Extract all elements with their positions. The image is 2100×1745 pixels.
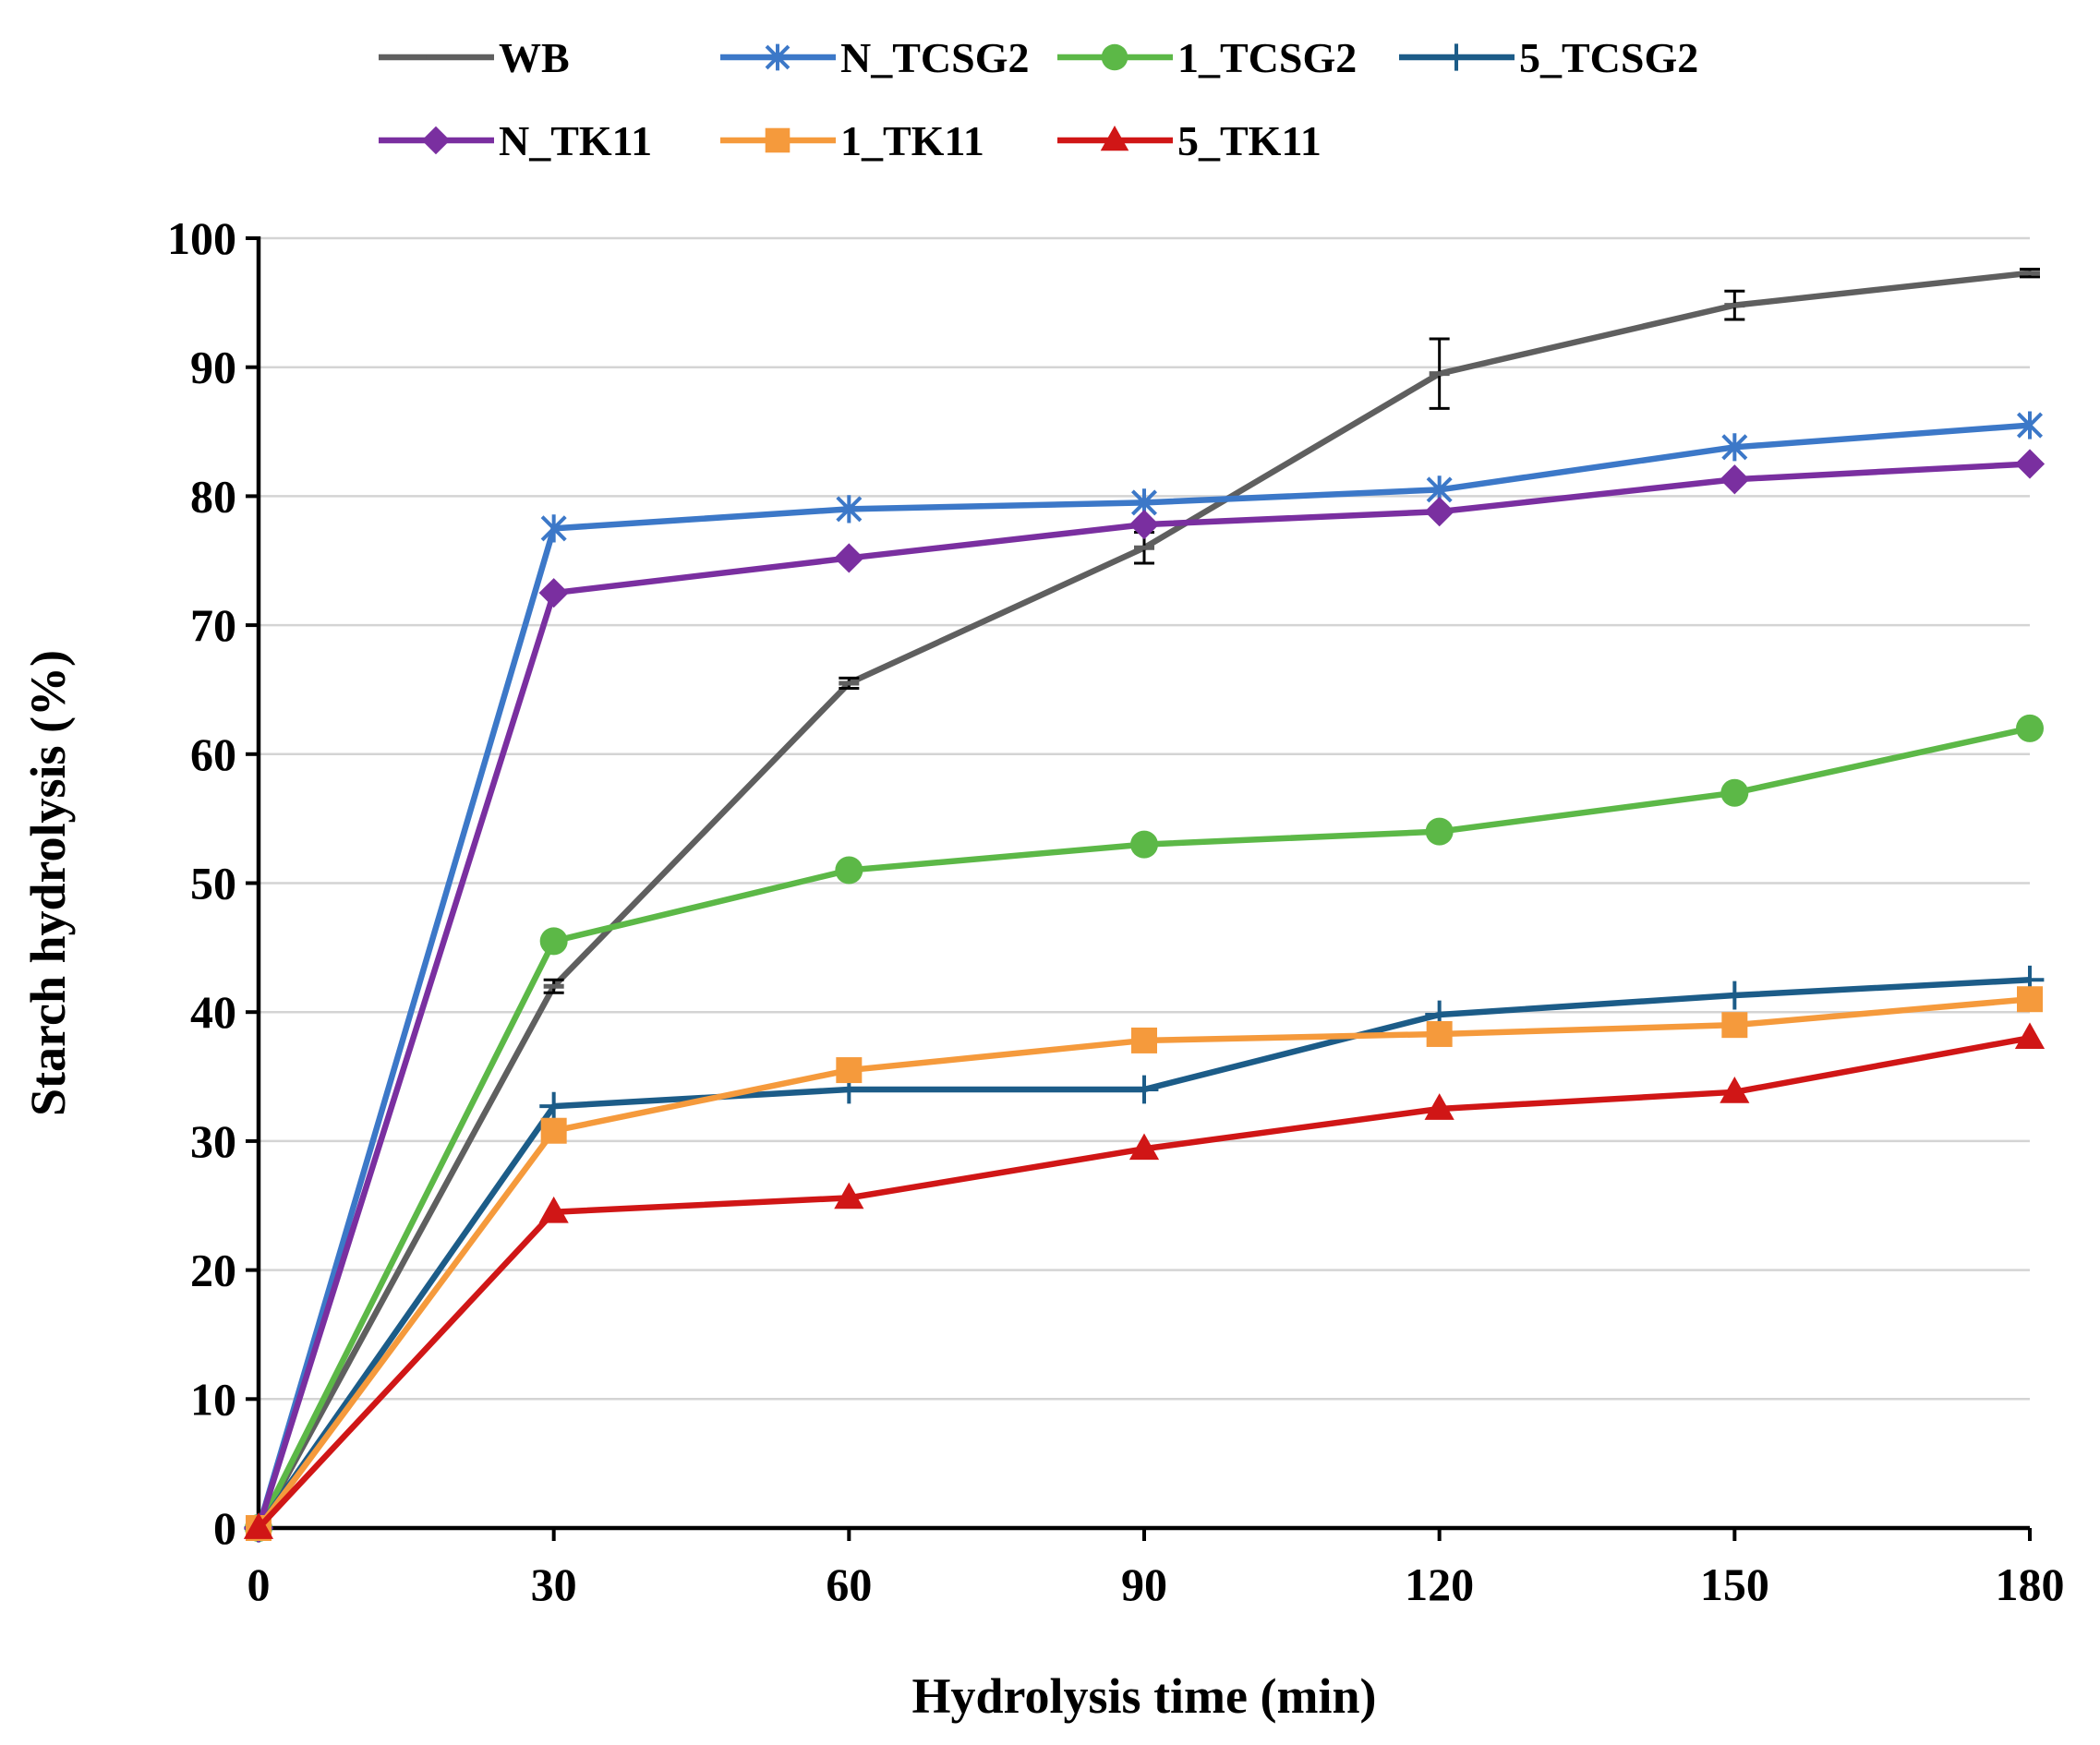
- x-tick-label-90: 90: [1121, 1558, 1167, 1610]
- data-point-1_TK11-120: [1426, 1020, 1453, 1047]
- data-point-1_TK11-60: [836, 1057, 863, 1084]
- y-tick-label-20: 20: [190, 1245, 236, 1296]
- data-point-1_TCSG2-150: [1720, 778, 1749, 807]
- series-line-WB: [256, 270, 2031, 1530]
- y-tick-label-100: 100: [167, 212, 236, 264]
- series-line-5_TK11: [256, 1034, 2031, 1531]
- y-axis-title: Starch hydrolysis (%): [20, 650, 76, 1116]
- data-point-N_TCSG2-150: [1721, 433, 1748, 462]
- data-point-5_TCSG2-90: [1129, 1075, 1159, 1104]
- tick-labels: 0 10 20 30 40 50 60 70 80 90 100 0 30 60 90 120 150 180: [167, 212, 2065, 1610]
- legend-label-1_TCSG2: 1_TCSG2: [1177, 34, 1357, 81]
- series-5_TK11: [243, 1022, 2046, 1539]
- data-point-1_TCSG2-90: [1130, 830, 1158, 859]
- data-point-5_TCSG2-150: [1720, 981, 1749, 1010]
- data-point-N_TK11-90: [1128, 510, 1160, 540]
- x-tick-label-30: 30: [531, 1558, 577, 1610]
- data-point-5_TK11-90: [1128, 1133, 1160, 1161]
- legend-entry-5_TK11: 5_TK11: [1057, 117, 1322, 164]
- legend-label-1_TK11: 1_TK11: [840, 117, 984, 164]
- data-point-5_TK11-60: [834, 1182, 864, 1209]
- legend-label-5_TK11: 5_TK11: [1177, 117, 1322, 164]
- x-tick-label-0: 0: [247, 1558, 271, 1610]
- data-point-N_TK11-30: [538, 578, 569, 608]
- data-point-N_TCSG2-30: [540, 514, 567, 543]
- x-tick-label-180: 180: [1996, 1558, 2065, 1610]
- legend-label-WB: WB: [499, 34, 570, 81]
- x-tick-label-120: 120: [1405, 1558, 1474, 1610]
- x-tick-label-60: 60: [826, 1558, 872, 1610]
- data-point-1_TCSG2-180: [2016, 714, 2044, 742]
- data-point-N_TK11-180: [2014, 449, 2046, 479]
- legend-entry-5_TCSG2: 5_TCSG2: [1399, 34, 1698, 81]
- series-1_TCSG2: [245, 714, 2044, 1542]
- legend-label-5_TCSG2: 5_TCSG2: [1519, 34, 1698, 81]
- data-point-5_TK11-0: [243, 1512, 274, 1539]
- legend-label-N_TK11: N_TK11: [499, 117, 652, 164]
- x-axis-title: Hydrolysis time (min): [912, 1668, 1377, 1724]
- axes: [246, 236, 2032, 1541]
- data-point-N_TCSG2-180: [2016, 411, 2044, 439]
- data-point-5_TK11-180: [2014, 1022, 2046, 1050]
- data-point-5_TCSG2-30: [539, 1091, 569, 1121]
- legend-entry-1_TK11: 1_TK11: [720, 117, 984, 164]
- data-point-1_TCSG2-60: [835, 856, 863, 885]
- legend-entry-WB: WB: [379, 34, 570, 81]
- legend-marker-1_TK11: [765, 127, 791, 153]
- data-point-N_TK11-60: [834, 543, 864, 573]
- data-point-5_TK11-120: [1424, 1093, 1454, 1120]
- data-point-1_TCSG2-30: [539, 927, 568, 956]
- data-point-1_TK11-90: [1131, 1027, 1157, 1053]
- data-point-N_TK11-120: [1424, 497, 1454, 527]
- series-N_TCSG2: [245, 411, 2044, 1543]
- legend-marker-5_TK11: [1100, 126, 1129, 151]
- y-tick-label-0: 0: [213, 1502, 236, 1554]
- legend-marker-N_TK11: [421, 126, 451, 155]
- y-tick-label-50: 50: [190, 858, 236, 909]
- legend-marker-5_TCSG2: [1442, 43, 1470, 71]
- data-point-5_TK11-150: [1720, 1077, 1750, 1103]
- x-tick-label-150: 150: [1700, 1558, 1769, 1610]
- legend-entry-N_TCSG2: N_TCSG2: [720, 34, 1029, 81]
- data-point-1_TCSG2-120: [1425, 817, 1454, 846]
- data-point-N_TK11-150: [1720, 464, 1750, 495]
- y-tick-label-90: 90: [190, 342, 236, 393]
- series-line-5_TCSG2: [256, 977, 2031, 1530]
- series-1_TK11: [246, 986, 2043, 1541]
- y-tick-label-10: 10: [190, 1373, 236, 1425]
- data-point-1_TK11-180: [2017, 986, 2043, 1013]
- y-tick-label-80: 80: [190, 470, 236, 522]
- y-tick-label-40: 40: [190, 986, 236, 1038]
- series-layer: [243, 268, 2046, 1544]
- series-line-N_TCSG2: [255, 422, 2031, 1529]
- y-tick-label-70: 70: [190, 599, 236, 651]
- data-point-1_TK11-150: [1721, 1012, 1748, 1039]
- series-N_TK11: [243, 449, 2046, 1544]
- y-tick-label-30: 30: [190, 1115, 236, 1167]
- legend-marker-N_TCSG2: [765, 43, 791, 71]
- data-point-5_TK11-30: [538, 1196, 569, 1223]
- data-point-1_TK11-30: [540, 1117, 567, 1144]
- data-point-N_TCSG2-60: [836, 495, 863, 524]
- legend: WB N_TCSG2 1_TCSG2 5_TCSG2 N_TK11 1_TK11 5_TK1…: [379, 34, 1698, 164]
- legend-entry-1_TCSG2: 1_TCSG2: [1057, 34, 1357, 81]
- legend-marker-1_TCSG2: [1101, 43, 1128, 71]
- y-tick-label-60: 60: [190, 728, 236, 780]
- legend-entry-N_TK11: N_TK11: [379, 117, 652, 164]
- gridlines: [259, 236, 2030, 1401]
- legend-label-N_TCSG2: N_TCSG2: [840, 34, 1029, 81]
- series-WB: [248, 268, 2040, 1531]
